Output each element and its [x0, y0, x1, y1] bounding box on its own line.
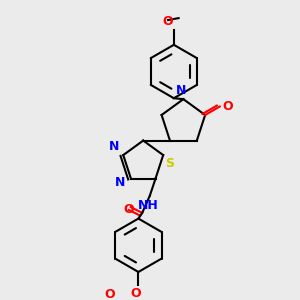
- Text: NH: NH: [138, 199, 158, 212]
- Text: O: O: [104, 288, 115, 300]
- Text: O: O: [163, 15, 173, 28]
- Text: O: O: [130, 287, 141, 300]
- Text: O: O: [223, 100, 233, 113]
- Text: S: S: [165, 157, 174, 170]
- Text: N: N: [115, 176, 125, 189]
- Text: N: N: [109, 140, 119, 153]
- Text: N: N: [176, 84, 187, 97]
- Text: O: O: [124, 202, 134, 215]
